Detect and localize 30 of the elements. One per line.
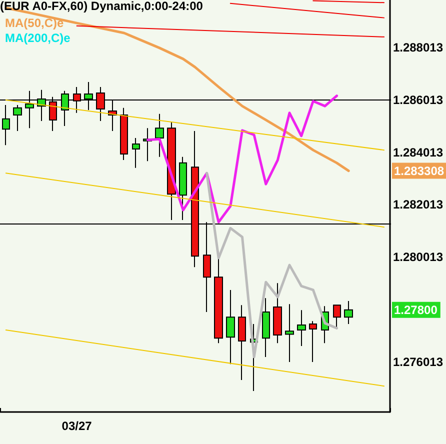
y-tick-label: 1.288013 <box>392 40 444 55</box>
y-tick-label: 1.282013 <box>392 198 444 212</box>
y-tick-label: 1.286013 <box>392 92 444 107</box>
chart-title: (EUR A0-FX,60) Dynamic,0:00-24:00 <box>0 0 204 13</box>
y-tick-label: 1.284013 <box>392 145 444 160</box>
candlestick <box>285 304 294 362</box>
candlestick <box>238 304 246 381</box>
candlestick <box>309 320 317 362</box>
candlestick <box>13 104 22 132</box>
line-series <box>146 94 338 224</box>
candlestick <box>344 300 353 324</box>
line-series <box>206 172 338 358</box>
text: 1.283308 <box>394 164 444 178</box>
text: 1.27800 <box>394 302 438 317</box>
y-tick-label: 1.280013 <box>392 250 444 264</box>
candlestick <box>226 289 235 365</box>
legend-label: MA(200,C)e <box>5 31 71 45</box>
candlestick <box>273 282 282 344</box>
candlestick <box>214 256 223 344</box>
x-tick-label: 03/27 <box>62 419 92 433</box>
y-tick-label: 1.276013 <box>392 354 444 369</box>
candlestick <box>120 107 128 161</box>
candlestick <box>297 310 306 346</box>
candlestick <box>155 113 164 158</box>
candlestick <box>179 156 187 221</box>
candlestick <box>333 304 341 329</box>
candlestick <box>262 298 270 358</box>
candlestick <box>132 138 140 168</box>
candlestick <box>2 104 10 146</box>
series-label: MA(50,C)e <box>5 16 64 30</box>
